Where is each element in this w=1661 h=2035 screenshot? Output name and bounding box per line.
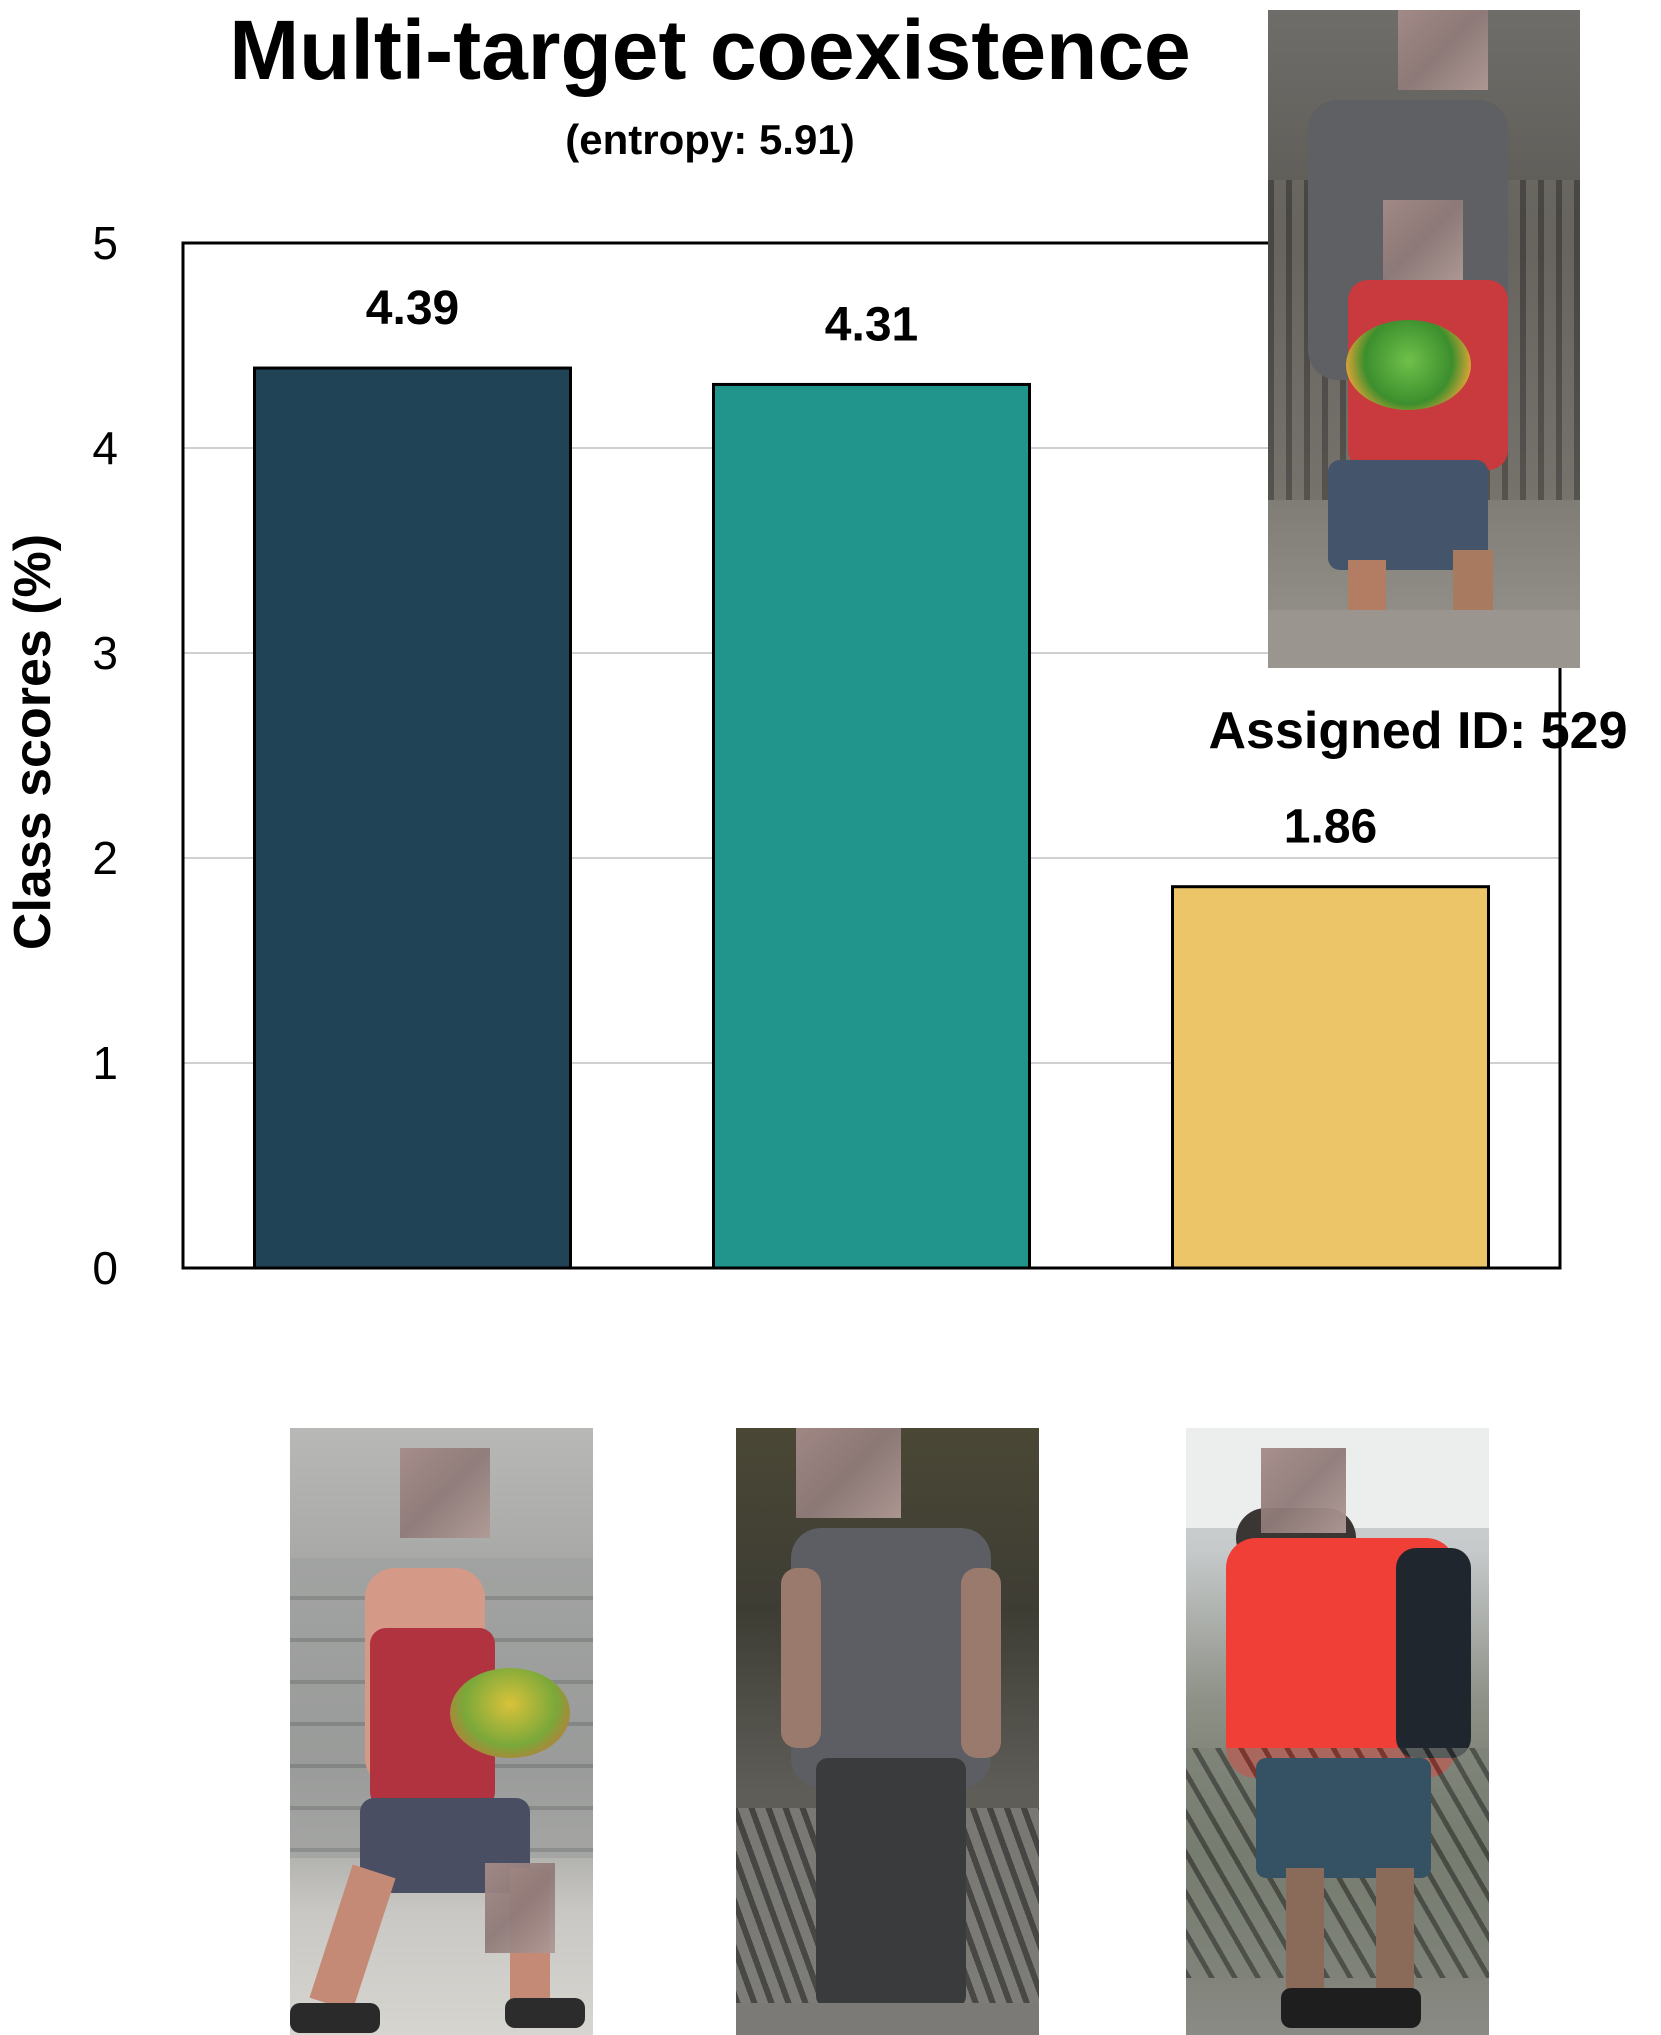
value-label: 4.31 [825, 298, 918, 351]
candidate-528-photo [290, 1428, 593, 2035]
bar-2 [714, 384, 1030, 1268]
y-tick-label: 5 [92, 217, 118, 269]
y-axis-label: Class scores (%) [4, 534, 62, 950]
category-label: ID: 528 [314, 1334, 511, 1340]
y-tick-label: 3 [92, 627, 118, 679]
candidate-729-photo [1186, 1428, 1489, 2035]
y-tick-label: 1 [92, 1037, 118, 1089]
candidate-529-photo [736, 1428, 1039, 2035]
category-labels: ID: 528 ID: 529 ID: 729 [314, 1334, 1429, 1340]
bar-1 [255, 368, 571, 1268]
bar-3 [1173, 887, 1489, 1268]
value-label: 4.39 [366, 282, 459, 335]
y-tick-label: 0 [92, 1242, 118, 1294]
y-axis-ticks: 0 1 2 3 4 5 [92, 217, 118, 1294]
category-label: ID: 529 [773, 1334, 970, 1340]
y-tick-label: 4 [92, 422, 118, 474]
y-tick-label: 2 [92, 832, 118, 884]
category-label: ID: 729 [1232, 1334, 1429, 1340]
query-pedestrian-photo [1268, 10, 1580, 668]
value-label: 1.86 [1284, 801, 1377, 854]
assigned-id-annotation: Assigned ID: 529 [1208, 702, 1627, 760]
